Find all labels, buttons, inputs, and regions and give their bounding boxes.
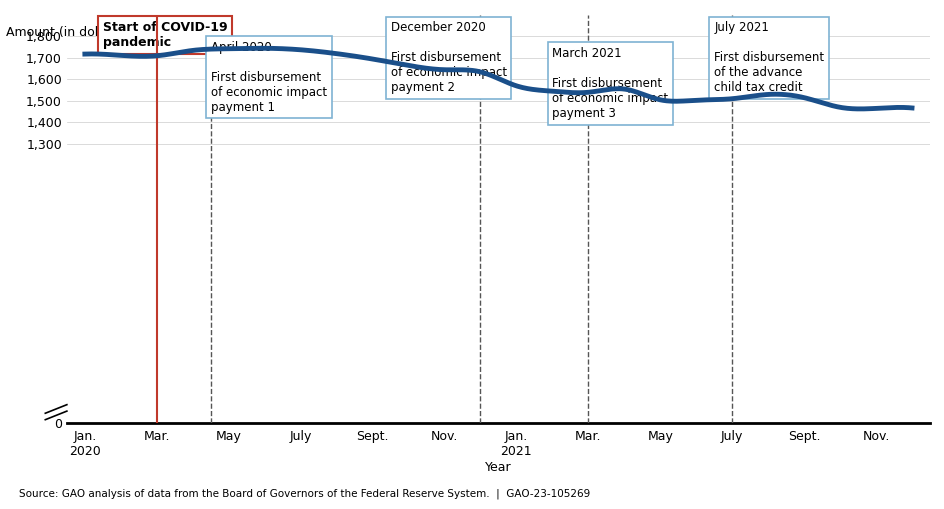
Text: Start of COVID-19
pandemic: Start of COVID-19 pandemic (103, 21, 228, 49)
Text: December 2020

First disbursement
of economic impact
payment 2: December 2020 First disbursement of econ… (390, 21, 506, 95)
Text: April 2020

First disbursement
of economic impact
payment 1: April 2020 First disbursement of economi… (211, 41, 327, 114)
Text: March 2021

First disbursement
of economic impact
payment 3: March 2021 First disbursement of economi… (552, 47, 667, 120)
Text: Source: GAO analysis of data from the Board of Governors of the Federal Reserve : Source: GAO analysis of data from the Bo… (19, 488, 589, 499)
Text: Amount (in dollars): Amount (in dollars) (6, 26, 126, 39)
Text: July 2021

First disbursement
of the advance
child tax credit: July 2021 First disbursement of the adva… (714, 21, 823, 95)
X-axis label: Year: Year (484, 461, 512, 474)
